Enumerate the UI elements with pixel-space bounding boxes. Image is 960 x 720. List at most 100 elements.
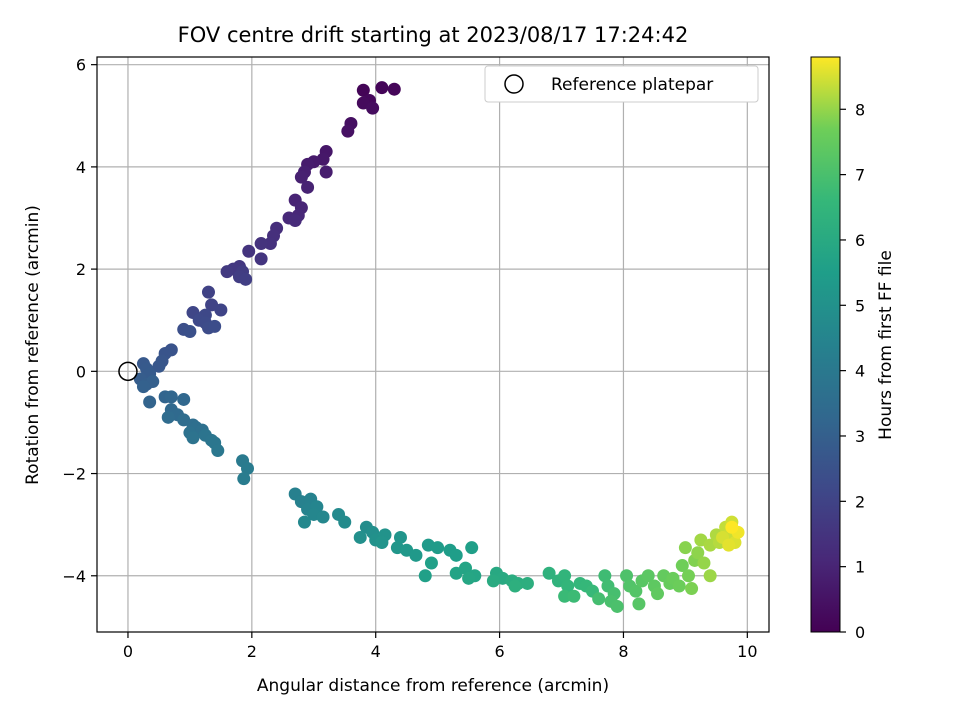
data-point [486, 574, 500, 588]
y-tick-label: −4 [62, 567, 86, 586]
data-point [208, 319, 222, 333]
data-point [356, 83, 370, 97]
data-point [558, 569, 572, 583]
data-point [722, 538, 736, 552]
data-point [387, 82, 401, 96]
data-points [133, 81, 745, 613]
data-point [641, 569, 655, 583]
data-point [301, 180, 315, 194]
data-point [629, 584, 643, 598]
x-tick-label: 2 [247, 642, 257, 661]
data-point [338, 515, 352, 529]
colorbar-tick-label: 0 [855, 623, 865, 642]
data-point [288, 214, 302, 228]
data-point [598, 569, 612, 583]
x-tick-label: 0 [123, 642, 133, 661]
colorbar-gradient [810, 56, 841, 633]
legend-entry: Reference platepar [551, 75, 713, 95]
colorbar-tick-label: 4 [855, 362, 865, 381]
colorbar: 0 1 2 3 4 5 6 7 8 Hours from first FF file [810, 56, 896, 642]
data-point [592, 592, 606, 606]
data-point [316, 510, 330, 524]
data-point [136, 380, 150, 394]
data-point [620, 569, 634, 583]
grid [97, 57, 769, 632]
data-point [239, 272, 253, 286]
data-point [242, 244, 256, 258]
data-point [651, 587, 665, 601]
data-point [542, 566, 556, 580]
data-point [366, 101, 380, 115]
data-point [254, 252, 268, 266]
data-point [561, 579, 575, 593]
data-point [610, 599, 624, 613]
x-tick-label: 8 [618, 642, 628, 661]
legend: Reference platepar [484, 65, 759, 103]
y-axis-label: Rotation from reference (arcmin) [23, 205, 43, 485]
x-axis-ticks: 0 2 4 6 8 10 [123, 632, 758, 661]
data-point [520, 576, 534, 590]
x-tick-label: 4 [371, 642, 381, 661]
data-point [161, 410, 175, 424]
legend-box [484, 65, 759, 103]
data-point [465, 541, 479, 555]
data-point [214, 303, 228, 317]
data-point [703, 569, 717, 583]
data-point [241, 461, 255, 475]
data-point [353, 530, 367, 544]
x-axis-label: Angular distance from reference (arcmin) [257, 676, 609, 696]
reference-platepar-marker [118, 361, 138, 382]
data-point [294, 170, 308, 184]
data-point [558, 589, 572, 603]
colorbar-tick-label: 7 [855, 166, 865, 185]
x-tick-label: 6 [494, 642, 504, 661]
data-point [237, 472, 251, 486]
colorbar-tick-label: 2 [855, 492, 865, 511]
data-point [186, 431, 200, 445]
data-point [462, 571, 476, 585]
data-point [143, 395, 157, 409]
data-point [254, 237, 268, 251]
data-point [220, 265, 234, 279]
data-point [681, 569, 695, 583]
data-point [418, 569, 432, 583]
colorbar-tick-label: 8 [855, 100, 865, 119]
colorbar-label: Hours from first FF file [876, 250, 896, 440]
colorbar-tick-label: 5 [855, 296, 865, 315]
y-tick-label: 6 [76, 56, 86, 75]
data-point [424, 556, 438, 570]
y-tick-label: 4 [76, 158, 86, 177]
data-point [297, 515, 311, 529]
data-point [409, 548, 423, 562]
data-point [263, 237, 277, 251]
colorbar-ticks: 0 1 2 3 4 5 6 7 8 [840, 100, 865, 642]
data-point [685, 582, 699, 596]
data-point [152, 359, 166, 373]
y-tick-label: 0 [76, 362, 86, 381]
legend-marker-icon [504, 74, 524, 94]
data-point [375, 536, 389, 550]
colorbar-tick-label: 6 [855, 231, 865, 250]
chart-title: FOV centre drift starting at 2023/08/17 … [178, 23, 689, 47]
data-point [508, 579, 522, 593]
data-point [725, 520, 739, 534]
data-point [183, 324, 197, 338]
data-point [164, 390, 178, 404]
data-point [632, 597, 646, 611]
data-point [675, 559, 689, 573]
data-point [672, 579, 686, 593]
x-tick-label: 10 [737, 642, 757, 661]
data-point [459, 561, 473, 575]
y-tick-label: 2 [76, 260, 86, 279]
colorbar-tick-label: 3 [855, 427, 865, 446]
data-point [431, 541, 445, 555]
data-point [211, 444, 225, 458]
data-point [691, 546, 705, 560]
y-axis-ticks: −4 −2 0 2 4 6 [62, 56, 97, 586]
data-point [697, 556, 711, 570]
data-point [393, 530, 407, 544]
data-point [177, 392, 191, 406]
data-point [449, 548, 463, 562]
data-point [319, 165, 333, 179]
